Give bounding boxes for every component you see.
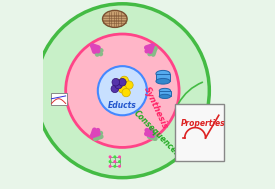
Circle shape	[118, 155, 121, 158]
Ellipse shape	[159, 88, 170, 93]
Circle shape	[98, 66, 147, 115]
Circle shape	[111, 85, 119, 93]
Text: Consequences: Consequences	[131, 108, 181, 158]
Circle shape	[113, 160, 116, 163]
Circle shape	[35, 4, 209, 178]
Text: Educts: Educts	[108, 101, 137, 110]
Circle shape	[125, 81, 133, 89]
Text: Properties: Properties	[180, 119, 225, 128]
Ellipse shape	[156, 78, 170, 84]
Circle shape	[115, 81, 122, 89]
FancyBboxPatch shape	[51, 93, 67, 105]
Circle shape	[109, 155, 112, 158]
Text: Synthesis: Synthesis	[142, 85, 169, 130]
Circle shape	[109, 165, 112, 168]
Circle shape	[112, 78, 120, 86]
Circle shape	[118, 165, 121, 168]
Ellipse shape	[103, 10, 127, 27]
Bar	[156, 74, 170, 81]
Circle shape	[113, 165, 116, 168]
Circle shape	[114, 79, 122, 87]
Circle shape	[119, 78, 126, 86]
Circle shape	[122, 88, 130, 97]
Ellipse shape	[159, 94, 170, 98]
Circle shape	[120, 76, 128, 84]
Ellipse shape	[156, 70, 170, 77]
Circle shape	[113, 155, 116, 158]
Bar	[159, 91, 170, 96]
Circle shape	[118, 85, 126, 93]
Circle shape	[66, 34, 179, 147]
Circle shape	[109, 160, 112, 163]
FancyBboxPatch shape	[175, 104, 224, 161]
Circle shape	[118, 160, 121, 163]
